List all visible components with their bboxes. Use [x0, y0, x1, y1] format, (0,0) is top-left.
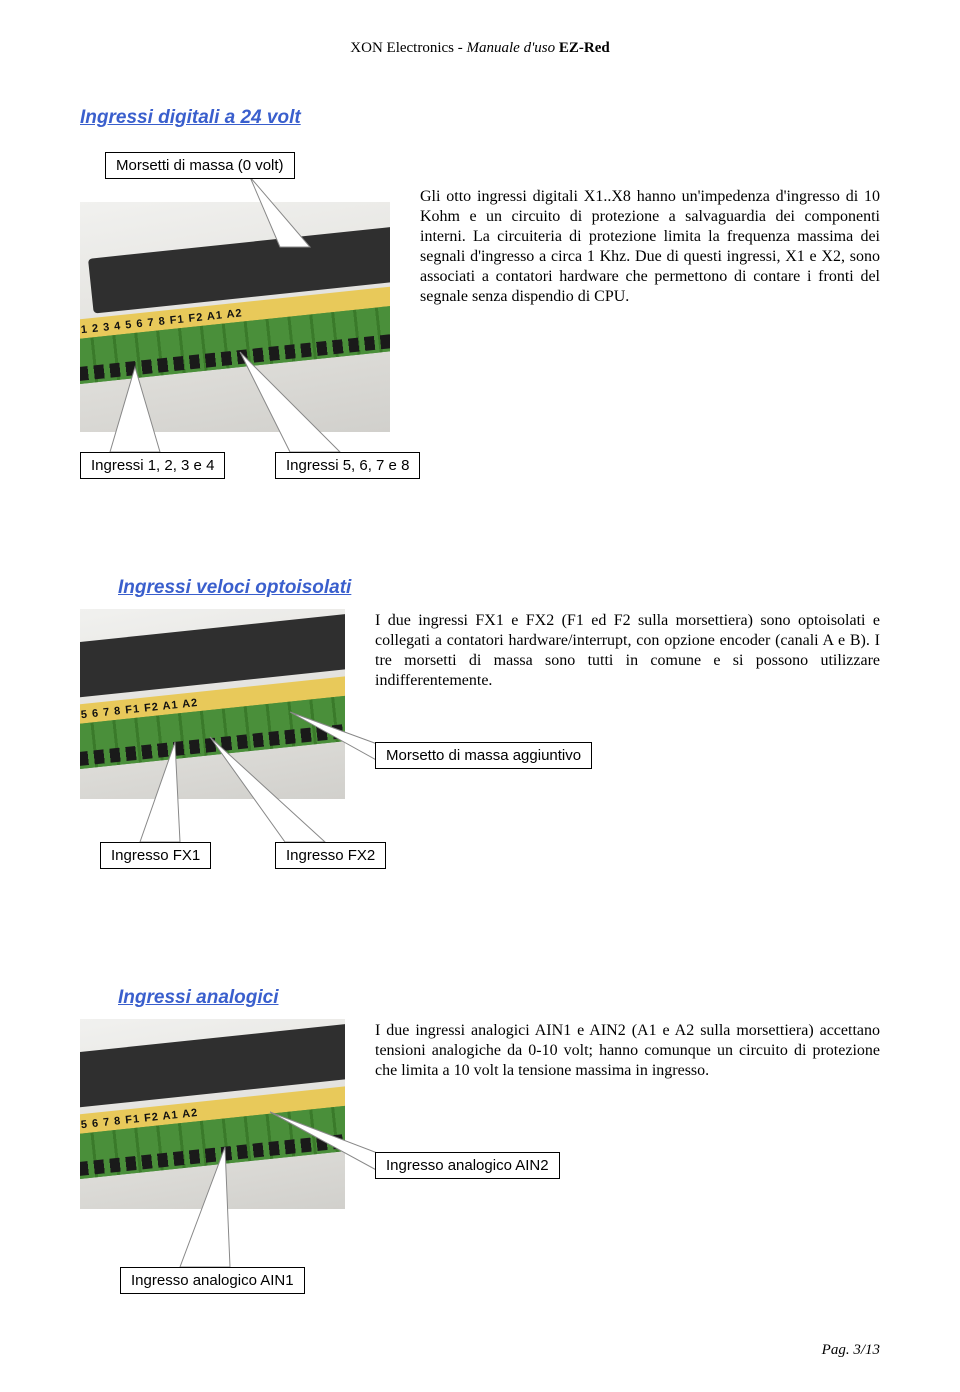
page-footer: Pag. 3/13 — [80, 1342, 880, 1359]
callout-ain2: Ingresso analogico AIN2 — [375, 1152, 560, 1179]
callout-extra-ground: Morsetto di massa aggiuntivo — [375, 742, 592, 769]
terminal-photo-3: 5 6 7 8 F1 F2 A1 A2 — [80, 1019, 345, 1209]
header-italic: Manuale d'uso — [467, 40, 559, 56]
section1-body: Gli otto ingressi digitali X1..X8 hanno … — [420, 187, 880, 307]
header-company: XON Electronics - — [350, 40, 466, 56]
callout-fx1: Ingresso FX1 — [100, 842, 211, 869]
section1-title: Ingressi digitali a 24 volt — [80, 107, 880, 129]
callout-ain1: Ingresso analogico AIN1 — [120, 1267, 305, 1294]
page-header: XON Electronics - Manuale d'uso EZ-Red — [80, 40, 880, 57]
section-digital-inputs: Ingressi digitali a 24 volt Morsetti di … — [80, 107, 880, 447]
section2-title: Ingressi veloci optoisolati — [118, 577, 880, 599]
callout-inputs-1-4: Ingressi 1, 2, 3 e 4 — [80, 452, 225, 479]
callout-fx2: Ingresso FX2 — [275, 842, 386, 869]
callout-ground-terminals: Morsetti di massa (0 volt) — [105, 152, 295, 179]
header-bold: EZ-Red — [559, 40, 610, 56]
page: XON Electronics - Manuale d'uso EZ-Red I… — [0, 0, 960, 1389]
section-fast-inputs: Ingressi veloci optoisolati 5 6 7 8 F1 F… — [80, 577, 880, 877]
section3-title: Ingressi analogici — [118, 987, 880, 1009]
section-analog-inputs: Ingressi analogici 5 6 7 8 F1 F2 A1 A2 I… — [80, 987, 880, 1317]
section2-body: I due ingressi FX1 e FX2 (F1 ed F2 sulla… — [375, 611, 880, 691]
terminal-photo-2: 5 6 7 8 F1 F2 A1 A2 — [80, 609, 345, 799]
terminal-photo-1: 1 2 3 4 5 6 7 8 F1 F2 A1 A2 — [80, 202, 390, 432]
section3-body: I due ingressi analogici AIN1 e AIN2 (A1… — [375, 1021, 880, 1081]
callout-inputs-5-8: Ingressi 5, 6, 7 e 8 — [275, 452, 420, 479]
